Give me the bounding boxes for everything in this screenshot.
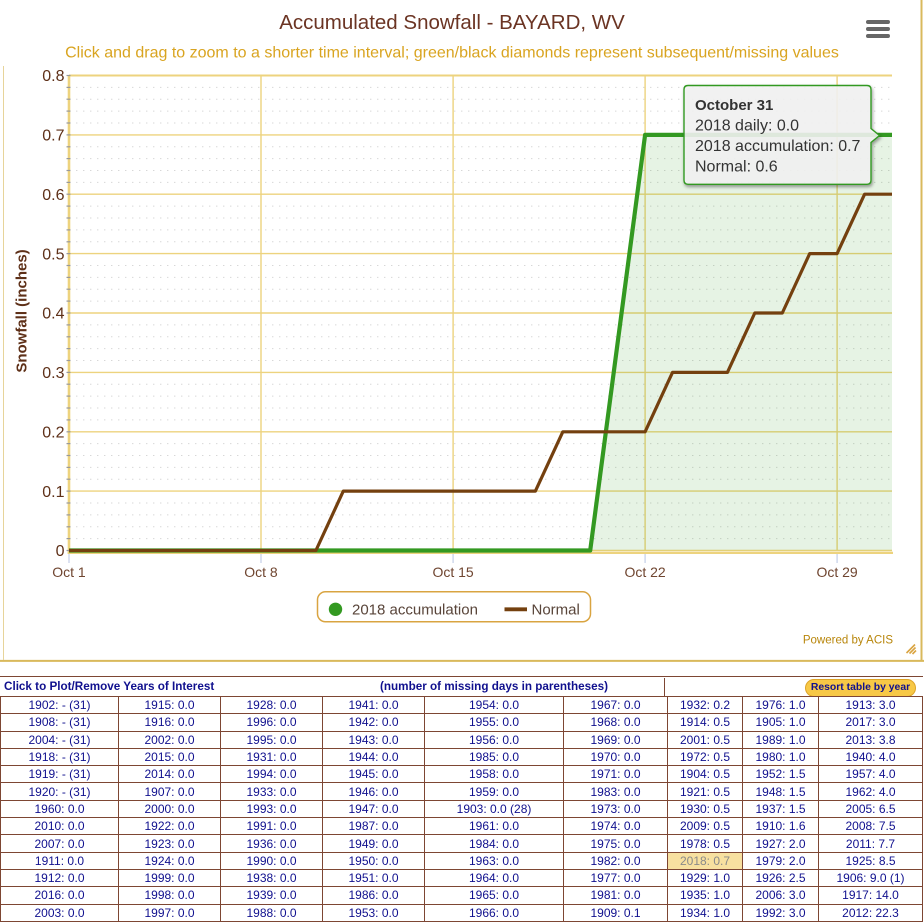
svg-text:0.7: 0.7 (42, 128, 64, 145)
svg-text:Normal: 0.6: Normal: 0.6 (695, 159, 778, 176)
svg-text:0.5: 0.5 (42, 246, 64, 263)
svg-text:Normal: Normal (532, 602, 580, 619)
svg-text:Oct 22: Oct 22 (624, 564, 665, 580)
svg-text:2018 accumulation: 0.7: 2018 accumulation: 0.7 (695, 138, 861, 155)
svg-text:Snowfall (inches): Snowfall (inches) (14, 249, 31, 372)
svg-text:0.8: 0.8 (42, 68, 64, 85)
svg-text:Click and drag to zoom to a sh: Click and drag to zoom to a shorter time… (65, 45, 839, 62)
svg-text:0.4: 0.4 (42, 306, 64, 323)
svg-text:2018 daily: 0.0: 2018 daily: 0.0 (695, 118, 799, 135)
svg-text:0.2: 0.2 (42, 424, 64, 441)
svg-text:Oct 29: Oct 29 (816, 564, 857, 580)
svg-text:Powered by ACIS: Powered by ACIS (803, 635, 893, 647)
svg-text:October 31: October 31 (695, 97, 773, 114)
svg-text:0: 0 (56, 543, 65, 560)
svg-text:Oct 15: Oct 15 (432, 564, 473, 580)
svg-text:Accumulated Snowfall - BAYARD,: Accumulated Snowfall - BAYARD, WV (279, 11, 625, 34)
svg-text:0.6: 0.6 (42, 187, 64, 204)
svg-text:2018 accumulation: 2018 accumulation (352, 602, 478, 619)
svg-text:0.3: 0.3 (42, 365, 64, 382)
svg-text:Oct 8: Oct 8 (244, 564, 278, 580)
svg-text:0.1: 0.1 (42, 484, 64, 501)
svg-text:Oct 1: Oct 1 (52, 564, 86, 580)
